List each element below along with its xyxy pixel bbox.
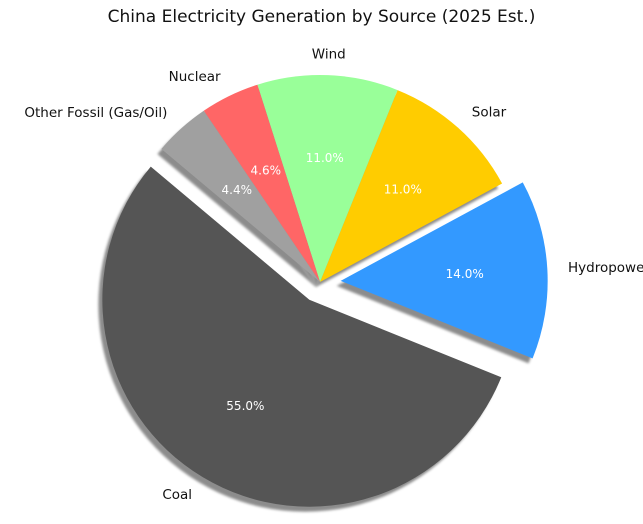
slice-coal: [102, 166, 502, 507]
category-label-coal: Coal: [162, 487, 192, 503]
slice-hydropower: [340, 182, 548, 359]
category-label-nuclear: Nuclear: [169, 69, 221, 85]
percent-label-other-fossil-gas-oil: 4.4%: [222, 183, 253, 197]
slice-solar: [320, 90, 503, 283]
percent-label-nuclear: 4.6%: [251, 163, 282, 177]
category-label-hydropower: Hydropower: [568, 260, 643, 276]
label-layer: 55.0% Coal 14.0% Hydropower 11.0% Solar 11.0% W…: [24, 46, 643, 502]
category-label-wind: Wind: [312, 46, 346, 62]
category-label-other-fossil-gas-oil: Other Fossil (Gas/Oil): [24, 105, 167, 121]
slice-nuclear: [203, 84, 320, 282]
slice-layer: [102, 74, 548, 507]
percent-label-coal: 55.0%: [226, 399, 264, 413]
slice-other-fossil-gas-oil: [161, 110, 320, 282]
category-label-solar: Solar: [472, 104, 507, 120]
chart-title: China Electricity Generation by Source (…: [107, 7, 536, 27]
slice-wind: [257, 74, 398, 282]
percent-label-wind: 11.0%: [306, 151, 344, 165]
percent-label-hydropower: 14.0%: [446, 267, 484, 281]
percent-label-solar: 11.0%: [384, 182, 422, 196]
